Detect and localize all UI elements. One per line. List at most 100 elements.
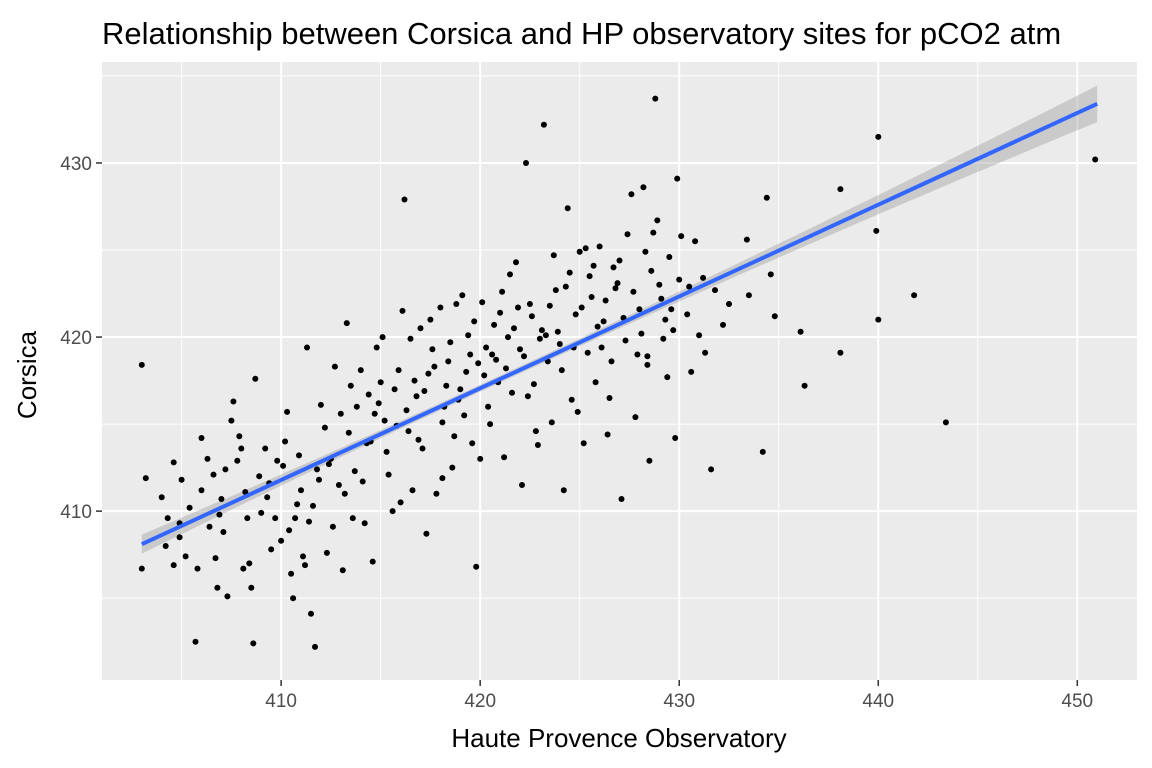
x-tick-label: 410 xyxy=(265,691,297,712)
data-point xyxy=(670,327,677,334)
data-point xyxy=(712,287,718,294)
data-point xyxy=(662,316,669,323)
data-point xyxy=(588,294,595,300)
data-point xyxy=(349,515,356,522)
data-point xyxy=(210,471,217,478)
x-axis-title: Haute Provence Observatory xyxy=(451,723,786,753)
data-point xyxy=(469,440,476,447)
data-point xyxy=(459,292,466,299)
data-point xyxy=(493,356,500,363)
data-point xyxy=(763,194,770,201)
data-point xyxy=(170,562,177,569)
data-point xyxy=(517,346,523,353)
data-point xyxy=(572,311,579,318)
data-point xyxy=(383,448,390,455)
data-point xyxy=(300,553,306,560)
data-point xyxy=(325,461,332,468)
data-point xyxy=(481,372,488,379)
x-tick-label: 450 xyxy=(1061,691,1093,712)
data-point xyxy=(644,353,651,360)
confidence-band-layer xyxy=(141,85,1098,554)
data-point xyxy=(676,276,683,283)
x-tick-label: 440 xyxy=(862,691,894,712)
data-point xyxy=(652,95,659,102)
data-point xyxy=(759,448,766,455)
data-point xyxy=(616,257,623,264)
major-gridlines xyxy=(102,62,1137,680)
data-point xyxy=(258,509,265,516)
minor-gridlines xyxy=(102,62,1137,680)
data-point xyxy=(244,515,251,522)
data-point xyxy=(316,476,322,483)
data-point xyxy=(234,457,241,464)
data-point xyxy=(280,462,287,469)
data-point xyxy=(540,121,547,128)
data-point xyxy=(501,454,508,461)
y-tick-label: 410 xyxy=(60,502,92,523)
data-point xyxy=(656,281,663,288)
data-point xyxy=(246,560,253,567)
data-point xyxy=(511,325,517,332)
data-point xyxy=(582,245,589,252)
data-point xyxy=(596,243,603,250)
data-point xyxy=(911,292,918,299)
data-point xyxy=(612,285,619,292)
data-point xyxy=(873,227,880,234)
data-point xyxy=(206,523,213,530)
data-point xyxy=(312,643,318,650)
data-point xyxy=(521,353,527,360)
y-axis-title: Corsica xyxy=(12,330,42,419)
data-point xyxy=(321,424,328,431)
data-point xyxy=(288,570,295,577)
data-point xyxy=(162,543,169,549)
data-point xyxy=(347,382,354,389)
x-tick-label: 420 xyxy=(464,691,496,712)
chart-title: Relationship between Corsica and HP obse… xyxy=(102,16,1061,51)
data-point xyxy=(337,410,344,417)
data-point xyxy=(523,160,529,166)
data-point xyxy=(182,553,189,560)
data-point xyxy=(548,419,555,426)
data-point xyxy=(604,431,611,438)
data-point xyxy=(250,640,257,647)
data-point xyxy=(473,563,480,570)
data-point xyxy=(294,501,301,508)
data-point xyxy=(515,304,521,311)
trend-line-layer xyxy=(140,101,1099,547)
data-point xyxy=(214,584,221,591)
data-point xyxy=(526,301,533,307)
data-point xyxy=(377,379,384,386)
data-point xyxy=(624,231,631,238)
data-point xyxy=(423,530,430,537)
data-point xyxy=(702,349,709,356)
y-tick-label: 430 xyxy=(60,154,92,175)
data-point xyxy=(339,567,346,574)
trend-line xyxy=(140,101,1099,547)
data-point xyxy=(351,468,358,475)
data-point xyxy=(413,393,420,400)
data-point xyxy=(449,464,456,471)
data-point xyxy=(431,363,438,370)
data-point xyxy=(726,301,732,307)
data-point xyxy=(564,205,571,212)
data-point xyxy=(499,288,506,295)
data-point xyxy=(365,391,372,398)
data-point xyxy=(524,393,531,400)
data-point xyxy=(419,445,426,452)
data-point xyxy=(218,496,225,502)
data-point xyxy=(335,482,342,488)
data-point xyxy=(576,248,583,255)
data-point xyxy=(837,186,844,193)
data-point xyxy=(421,388,428,394)
data-point xyxy=(578,304,585,311)
data-point xyxy=(457,386,464,393)
data-point xyxy=(379,334,386,341)
data-point xyxy=(176,534,183,541)
data-point xyxy=(584,349,591,356)
data-point xyxy=(228,417,235,424)
data-point xyxy=(230,398,237,405)
data-point xyxy=(429,346,436,353)
data-point xyxy=(164,515,171,522)
data-point xyxy=(650,229,657,236)
data-point xyxy=(475,360,482,367)
